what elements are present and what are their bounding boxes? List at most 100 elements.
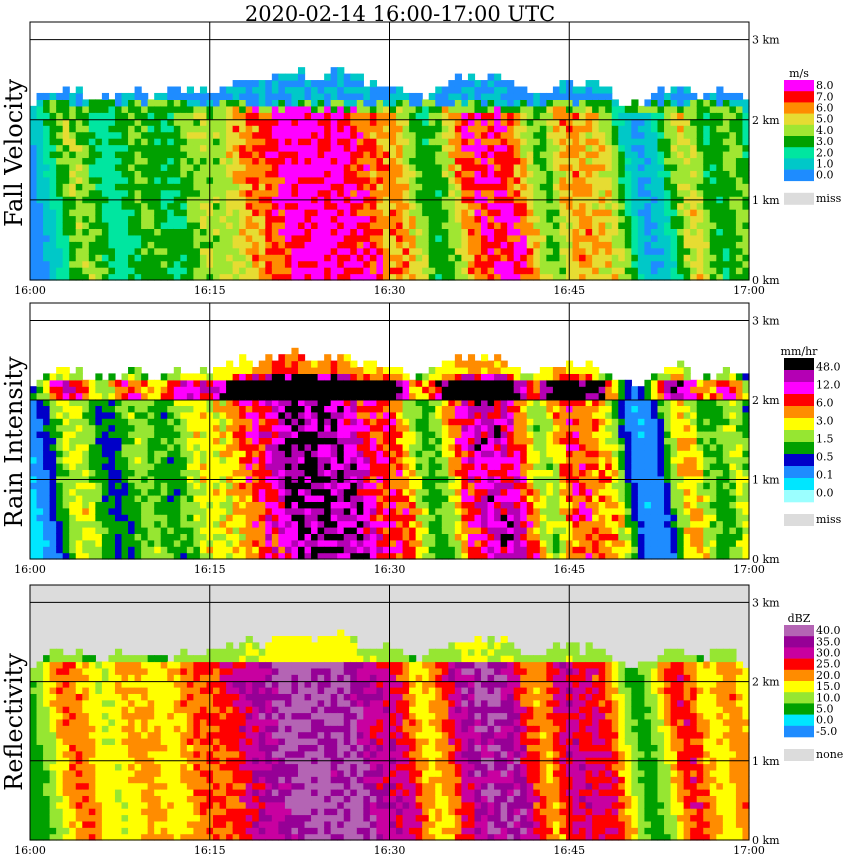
heatmap-cell xyxy=(722,125,730,133)
heatmap-cell xyxy=(448,247,456,255)
heatmap-cell xyxy=(415,125,423,133)
heatmap-cell xyxy=(30,241,38,249)
heatmap-cell xyxy=(173,234,181,242)
heatmap-cell xyxy=(147,176,155,184)
heatmap-cell xyxy=(441,183,449,191)
heatmap-cell xyxy=(62,386,70,394)
heatmap-cell xyxy=(219,367,227,374)
heatmap-cell xyxy=(160,488,168,496)
heatmap-cell xyxy=(199,254,208,262)
heatmap-cell xyxy=(134,105,142,113)
heatmap-cell xyxy=(258,138,266,146)
heatmap-cell xyxy=(461,267,469,275)
heatmap-cell xyxy=(239,273,247,281)
heatmap-cell xyxy=(167,552,175,560)
heatmap-cell xyxy=(389,501,397,509)
heatmap-cell xyxy=(337,482,345,490)
heatmap-cell xyxy=(82,247,90,255)
heatmap-cell xyxy=(415,189,423,197)
heatmap-cell xyxy=(369,189,378,197)
heatmap-cell xyxy=(376,209,384,217)
heatmap-cell xyxy=(552,151,561,159)
heatmap-cell xyxy=(245,495,253,502)
heatmap-cell xyxy=(291,386,299,394)
heatmap-cell xyxy=(324,507,332,515)
heatmap-cell xyxy=(49,260,57,268)
heatmap-cell xyxy=(435,241,443,249)
heatmap-cell xyxy=(539,183,547,191)
heatmap-cell xyxy=(356,488,364,496)
heatmap-cell xyxy=(311,552,319,560)
heatmap-cell xyxy=(337,241,345,249)
heatmap-cell xyxy=(75,482,83,490)
heatmap-cell xyxy=(311,183,319,191)
heatmap-cell xyxy=(88,163,96,171)
heatmap-cell xyxy=(330,138,338,146)
heatmap-cell xyxy=(343,163,351,171)
heatmap-cell xyxy=(213,418,221,426)
heatmap-cells xyxy=(30,347,750,560)
heatmap-cell xyxy=(396,215,404,223)
heatmap-cell xyxy=(291,405,299,413)
heatmap-cell xyxy=(101,118,110,126)
heatmap-cell xyxy=(239,495,247,502)
heatmap-cell xyxy=(95,386,103,394)
heatmap-cell xyxy=(278,234,286,242)
heatmap-cell xyxy=(56,501,64,509)
heatmap-cell xyxy=(278,144,286,152)
heatmap-cell xyxy=(245,469,253,477)
heatmap-cell xyxy=(716,247,724,255)
heatmap-cell xyxy=(350,202,358,210)
heatmap-cell xyxy=(598,125,606,133)
heatmap-cell xyxy=(637,163,646,171)
heatmap-cell xyxy=(304,431,312,438)
heatmap-cell xyxy=(487,99,495,107)
heatmap-cell xyxy=(245,99,253,107)
heatmap-cell xyxy=(657,176,665,184)
heatmap-cell xyxy=(592,86,600,94)
heatmap-cell xyxy=(356,267,364,275)
heatmap-cell xyxy=(382,234,391,242)
heatmap-cell xyxy=(226,507,234,515)
heatmap-cell xyxy=(101,514,110,522)
heatmap-cell xyxy=(605,151,613,159)
heatmap-cell xyxy=(356,118,364,126)
heatmap-cell xyxy=(311,247,319,255)
heatmap-cell xyxy=(121,495,129,502)
heatmap-cell xyxy=(199,443,208,451)
heatmap-cell xyxy=(199,144,208,152)
heatmap-cell xyxy=(265,228,273,236)
heatmap-cell xyxy=(690,254,698,262)
heatmap-cell xyxy=(278,176,286,184)
heatmap-cell xyxy=(265,456,273,464)
heatmap-cell xyxy=(703,144,711,152)
heatmap-cell xyxy=(291,539,299,547)
heatmap-cell xyxy=(742,157,750,165)
heatmap-cell xyxy=(709,260,717,268)
heatmap-cell xyxy=(121,105,129,113)
heatmap-cell xyxy=(30,520,38,528)
heatmap-cell xyxy=(415,202,423,210)
heatmap-cell xyxy=(311,520,319,528)
heatmap-cell xyxy=(559,183,567,191)
heatmap-cell xyxy=(173,379,181,387)
heatmap-cell xyxy=(141,260,149,268)
heatmap-cell xyxy=(95,215,103,223)
heatmap-cell xyxy=(213,411,221,419)
heatmap-cell xyxy=(88,234,96,242)
heatmap-cell xyxy=(716,92,724,100)
heatmap-cell xyxy=(252,482,260,490)
heatmap-cell xyxy=(69,411,77,419)
heatmap-cell xyxy=(585,234,593,242)
heatmap-cell xyxy=(389,215,397,223)
heatmap-cell xyxy=(265,241,273,249)
heatmap-cell xyxy=(56,533,64,541)
heatmap-cell xyxy=(350,125,358,133)
heatmap-cell xyxy=(167,131,175,139)
heatmap-cell xyxy=(389,241,397,249)
heatmap-cell xyxy=(337,443,345,451)
heatmap-cell xyxy=(49,157,57,165)
heatmap-cell xyxy=(690,234,698,242)
heatmap-cell xyxy=(722,157,730,165)
heatmap-cell xyxy=(284,431,293,438)
